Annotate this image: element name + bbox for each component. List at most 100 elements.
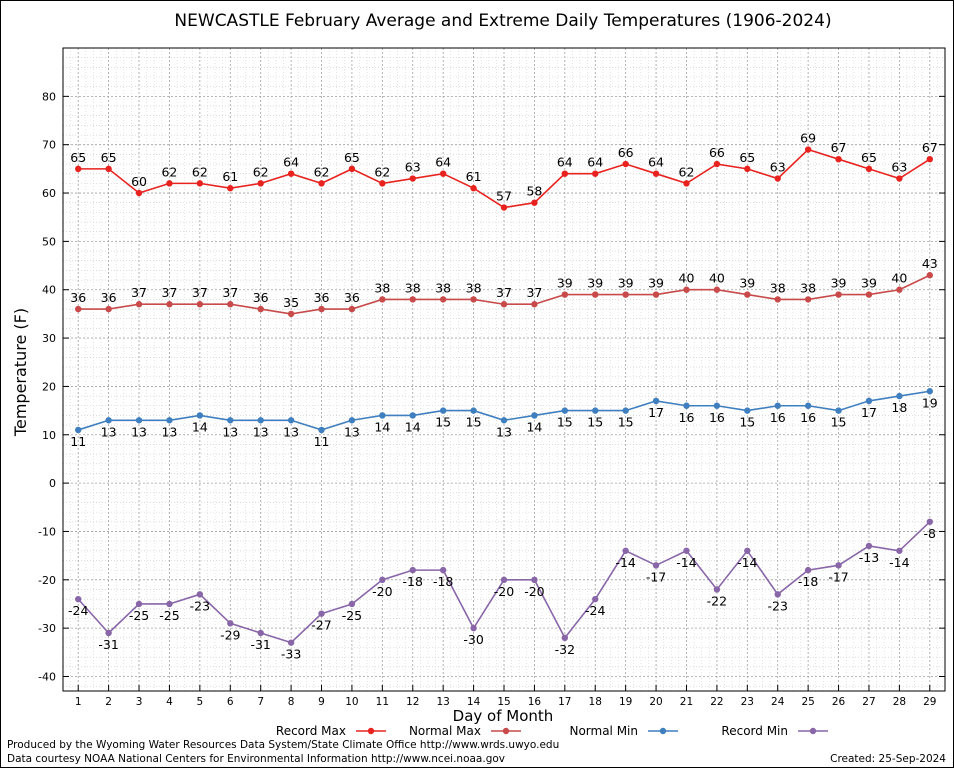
data-point [318, 305, 325, 313]
data-label: 38 [405, 280, 421, 295]
data-label: 13 [101, 424, 117, 439]
legend-marker [502, 727, 510, 735]
data-point [683, 402, 690, 409]
data-point [75, 595, 82, 603]
x-tick-label: 19 [619, 696, 632, 708]
data-label: 39 [587, 276, 603, 291]
data-label: 35 [283, 295, 299, 310]
y-tick-label: -30 [38, 622, 56, 635]
data-point [470, 296, 477, 303]
data-label: -23 [190, 598, 210, 613]
x-tick-label: 28 [893, 696, 906, 708]
data-label: -33 [281, 647, 301, 662]
data-label: 61 [466, 169, 482, 184]
data-point [804, 402, 812, 409]
y-tick-label: 70 [42, 139, 56, 152]
data-point [713, 286, 721, 293]
data-point [652, 170, 660, 177]
data-label: 66 [618, 145, 634, 160]
data-label: -13 [859, 550, 879, 565]
data-point [348, 600, 356, 608]
data-label: -20 [372, 584, 392, 599]
data-point [105, 417, 112, 424]
data-point [774, 175, 781, 182]
data-label: 64 [283, 155, 299, 170]
data-label: -31 [250, 637, 270, 652]
x-tick-label: 26 [832, 696, 846, 708]
data-point [75, 165, 82, 173]
data-label: 38 [435, 280, 451, 295]
data-label: -14 [889, 555, 909, 570]
data-label: -29 [220, 627, 240, 642]
data-label: 69 [800, 131, 816, 146]
legend-marker [367, 727, 375, 735]
data-point [592, 291, 599, 298]
data-label: -20 [524, 584, 544, 599]
data-point [227, 417, 234, 424]
data-point [804, 296, 812, 303]
data-point [439, 407, 447, 414]
legend-label: Normal Max [409, 724, 481, 738]
data-point [683, 547, 690, 554]
data-label: 19 [922, 395, 938, 410]
data-label: 39 [648, 276, 664, 291]
data-point [926, 388, 933, 395]
data-point [75, 305, 82, 313]
data-point [835, 291, 842, 298]
data-label: 15 [435, 415, 451, 430]
data-label: 15 [618, 415, 634, 430]
x-tick-label: 23 [741, 696, 754, 708]
data-label: 40 [679, 271, 695, 286]
data-point [774, 402, 781, 409]
data-point [196, 591, 204, 598]
data-point [470, 624, 477, 632]
data-point [379, 412, 386, 419]
data-point [135, 600, 143, 608]
x-axis-label: Day of Month [453, 707, 554, 725]
data-label: 15 [466, 415, 482, 430]
data-point [683, 180, 690, 187]
y-tick-label: -20 [38, 574, 56, 587]
data-point [622, 291, 629, 298]
data-point [926, 272, 933, 279]
y-tick-label: 50 [42, 235, 56, 248]
data-point [409, 296, 416, 303]
data-point [257, 629, 264, 637]
data-point [713, 160, 721, 168]
data-label: 64 [557, 155, 573, 170]
data-point [561, 291, 569, 298]
data-point [896, 175, 903, 182]
data-label: 65 [344, 150, 360, 165]
data-point [379, 180, 386, 187]
data-label: 62 [253, 164, 269, 179]
x-tick-label: 18 [589, 696, 602, 708]
data-point [652, 291, 660, 298]
data-point [531, 412, 538, 419]
data-label: 38 [466, 280, 482, 295]
data-label: -18 [798, 574, 818, 589]
x-tick-label: 3 [136, 696, 143, 708]
data-label: -25 [129, 608, 149, 623]
data-label: 37 [496, 285, 512, 300]
data-point [105, 305, 112, 313]
data-label: -17 [646, 569, 666, 584]
data-point [744, 407, 751, 414]
data-label: -14 [615, 555, 635, 570]
x-tick-label: 21 [680, 696, 693, 708]
data-point [896, 286, 903, 293]
data-label: 15 [739, 415, 755, 430]
data-point [227, 185, 234, 192]
data-point [135, 417, 143, 424]
data-point [196, 412, 204, 419]
y-tick-label: 10 [42, 429, 56, 442]
data-point [835, 562, 842, 569]
x-tick-label: 27 [862, 696, 875, 708]
data-label: 14 [405, 419, 421, 434]
legend-label: Record Min [721, 724, 788, 738]
data-label: 64 [648, 155, 664, 170]
data-point [774, 591, 781, 598]
data-point [287, 170, 295, 177]
data-label: 14 [192, 419, 208, 434]
data-point [713, 586, 721, 593]
data-label: 14 [526, 419, 542, 434]
